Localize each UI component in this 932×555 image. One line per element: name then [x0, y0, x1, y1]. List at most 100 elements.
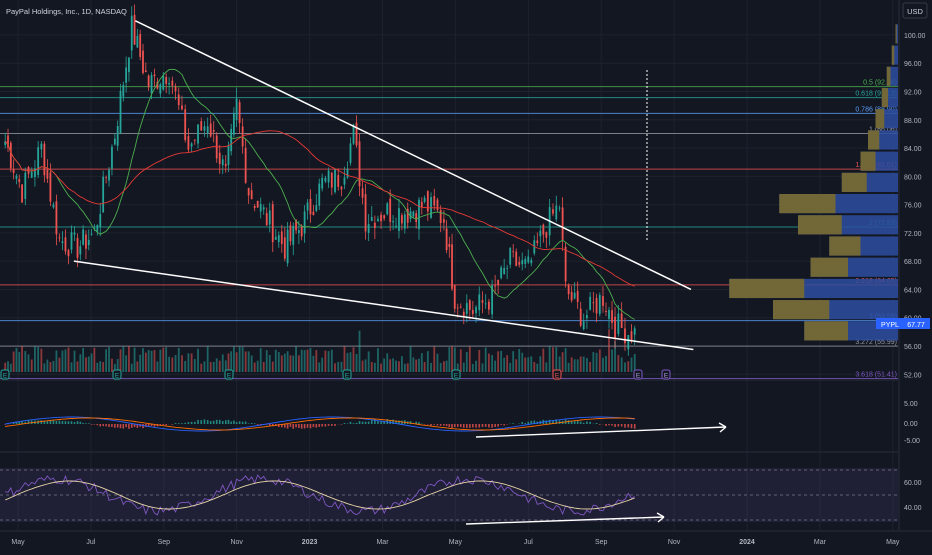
- candle-body: [485, 303, 487, 304]
- candle-body: [245, 148, 247, 183]
- candle-body: [380, 215, 382, 222]
- volume-bar: [213, 362, 215, 372]
- volume-bar: [491, 355, 493, 372]
- volume-bar: [421, 353, 423, 372]
- volume-bar: [96, 363, 98, 372]
- candle-body: [171, 81, 173, 86]
- volume-bar: [321, 358, 323, 372]
- volume-bar: [312, 356, 314, 372]
- candle-body: [611, 310, 613, 323]
- volume-bar: [31, 359, 33, 372]
- candle-body: [536, 241, 538, 244]
- candle-body: [592, 302, 594, 303]
- volume-bar: [472, 364, 474, 372]
- candle-body: [377, 219, 379, 221]
- volume-bar: [230, 351, 232, 372]
- macd-histogram-bar: [99, 424, 101, 426]
- volume-bar: [599, 350, 601, 372]
- macd-histogram-bar: [304, 424, 306, 428]
- volume-bar: [275, 350, 277, 372]
- time-axis-label: Sep: [595, 539, 608, 546]
- candle-body: [269, 211, 271, 225]
- macd-histogram-bar: [433, 424, 435, 425]
- candle-body: [34, 168, 36, 177]
- last-price-label: 67.77: [907, 322, 925, 329]
- volume-bar: [488, 354, 490, 372]
- candle-body: [312, 212, 314, 215]
- candle-body: [539, 231, 541, 237]
- earnings-marker-label: E: [636, 373, 641, 380]
- candle-body: [77, 238, 79, 258]
- candle-body: [482, 300, 484, 303]
- candle-body: [228, 145, 230, 165]
- volume-bar: [515, 359, 517, 372]
- currency-button[interactable]: USD: [907, 7, 923, 16]
- volume-bar: [365, 359, 367, 372]
- candle-body: [239, 102, 241, 123]
- macd-histogram-bar: [347, 423, 349, 424]
- candle-body: [555, 206, 557, 220]
- macd-histogram-bar: [131, 424, 133, 428]
- candle-body: [31, 172, 33, 178]
- volume-bar: [219, 361, 221, 372]
- rsi-axis-label: 40.00: [904, 505, 922, 512]
- macd-histogram-bar: [85, 423, 87, 424]
- volume-bar: [99, 361, 101, 372]
- volume-bar: [304, 350, 306, 372]
- macd-histogram-bar: [117, 424, 119, 428]
- candle-body: [617, 314, 619, 334]
- volume-bar: [485, 348, 487, 372]
- candle-body: [478, 294, 480, 310]
- volume-bar: [266, 350, 268, 372]
- volume-bar: [611, 350, 613, 372]
- candle-body: [421, 202, 423, 207]
- volume-bar: [168, 357, 170, 372]
- macd-histogram-bar: [472, 424, 474, 427]
- volume-bar: [108, 347, 110, 372]
- volume-bar: [128, 346, 130, 372]
- macd-histogram-bar: [71, 421, 73, 424]
- volume-bar: [568, 363, 570, 372]
- candle-body: [175, 86, 177, 91]
- volume-bar: [236, 352, 238, 372]
- rsi-axis-label: 60.00: [904, 480, 922, 487]
- time-axis-label: Nov: [668, 539, 681, 546]
- candle-body: [230, 129, 232, 151]
- macd-histogram-bar: [257, 424, 259, 425]
- candle-body: [219, 153, 221, 164]
- time-axis-label: Nov: [230, 539, 243, 546]
- volume-bar: [307, 350, 309, 372]
- macd-histogram-bar: [31, 420, 33, 424]
- candle-body: [136, 36, 138, 48]
- macd-histogram-bar: [41, 420, 43, 424]
- volume-bar: [580, 357, 582, 372]
- volume-bar: [134, 348, 136, 372]
- candle-body: [96, 225, 98, 232]
- candle-body: [466, 303, 468, 314]
- candle-body: [278, 235, 280, 242]
- macd-histogram-bar: [549, 420, 551, 424]
- volume-bar: [216, 358, 218, 372]
- volume-bar: [187, 353, 189, 372]
- volume-bar: [440, 363, 442, 372]
- volume-bar: [589, 362, 591, 372]
- volume-bar: [337, 362, 339, 372]
- macd-histogram-bar: [589, 422, 591, 424]
- volume-bar: [260, 348, 262, 372]
- volume-bar: [463, 363, 465, 372]
- candle-body: [350, 143, 352, 162]
- candle-body: [404, 214, 406, 228]
- volume-bar: [10, 364, 12, 372]
- candle-body: [446, 228, 448, 250]
- volume-bar: [549, 346, 551, 372]
- macd-histogram-bar: [418, 422, 420, 424]
- volume-bar: [500, 351, 502, 372]
- volume-bar: [374, 363, 376, 372]
- macd-histogram-bar: [181, 423, 183, 424]
- volume-bar: [191, 353, 193, 372]
- volume-bar: [88, 356, 90, 372]
- volume-bar: [62, 351, 64, 372]
- macd-histogram-bar: [91, 424, 93, 425]
- candle-body: [344, 178, 346, 185]
